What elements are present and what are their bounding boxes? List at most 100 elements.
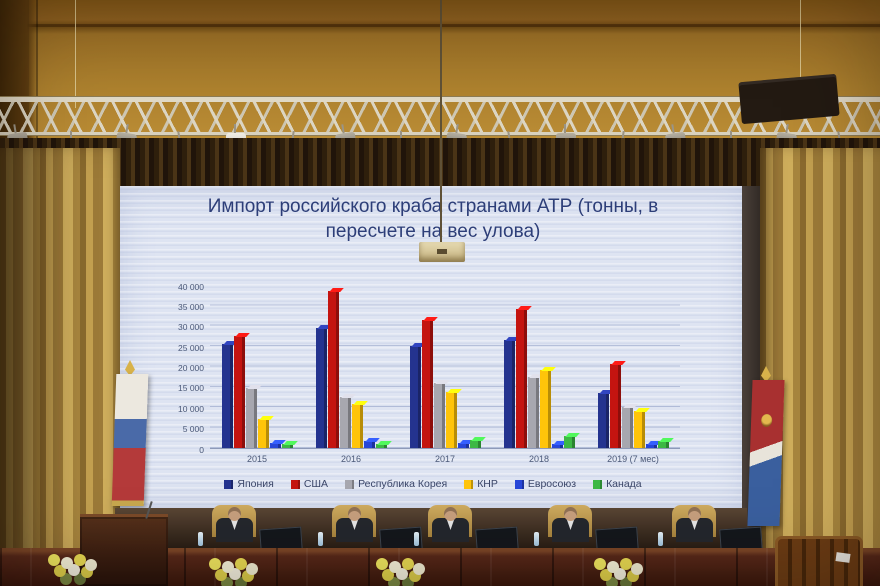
- bar-США: [233, 332, 250, 448]
- presidium-member: [296, 504, 428, 562]
- y-tick-label: 5 000: [182, 424, 204, 435]
- hanging-wire: [75, 0, 76, 108]
- flower-bouquet: [44, 552, 98, 586]
- flag-finial: [761, 366, 771, 382]
- person-head: [564, 507, 577, 521]
- water-bottle: [414, 532, 419, 546]
- bar-top-face: [446, 388, 462, 393]
- legend-item: Евросоюз: [514, 478, 577, 490]
- bar-Республика Корея: [339, 394, 356, 448]
- wooden-chair: [775, 536, 863, 586]
- bar-top-face: [352, 401, 368, 405]
- flag-finial: [125, 360, 135, 376]
- bar-Канада: [281, 440, 298, 448]
- bar-top-face: [622, 404, 638, 409]
- flower-bouquet: [205, 556, 259, 586]
- bar-group: 2016: [315, 288, 392, 464]
- bar-КНР: [257, 416, 274, 448]
- legend-item: Канада: [593, 478, 642, 490]
- bar-group: 2015: [221, 332, 298, 464]
- bar-top-face: [516, 306, 532, 311]
- water-bottle: [318, 532, 323, 546]
- flowers: [48, 554, 60, 566]
- bar-top-face: [564, 432, 580, 437]
- person-torso: [216, 518, 253, 542]
- y-tick-label: 35 000: [178, 301, 204, 312]
- projector-rod: [440, 0, 442, 244]
- water-bottle: [534, 532, 539, 546]
- legend-label: США: [303, 478, 329, 490]
- legend-item: Япония: [224, 478, 274, 490]
- y-tick-label: 40 000: [178, 281, 204, 292]
- hanging-wire: [800, 0, 801, 92]
- bar-Канада: [469, 436, 486, 448]
- bar-top-face: [540, 366, 556, 371]
- bar-top-face: [422, 316, 438, 321]
- bar-США: [609, 361, 626, 448]
- gold-curtain-right: [760, 148, 880, 586]
- bar-top-face: [282, 440, 298, 445]
- projector-mount: [419, 242, 465, 262]
- flag-russia: [111, 360, 149, 510]
- person-head: [348, 507, 361, 521]
- bar-Япония: [409, 343, 426, 448]
- bar-КНР: [445, 388, 462, 448]
- person-torso: [432, 518, 469, 542]
- legend-label: Евросоюз: [527, 478, 577, 490]
- bar-Евросоюз: [457, 439, 474, 448]
- y-tick-label: 20 000: [178, 363, 204, 373]
- flag-primorsky-krai: [747, 366, 785, 526]
- flowers: [376, 558, 388, 570]
- person-torso: [676, 518, 713, 542]
- lectern: [80, 501, 168, 586]
- bar-Япония: [503, 337, 520, 448]
- bar-Япония: [315, 324, 332, 448]
- legend-swatch: [593, 479, 603, 489]
- bar-КНР: [633, 408, 650, 448]
- legend-swatch: [224, 479, 234, 489]
- legend-item: КНР: [464, 478, 498, 490]
- bar-КНР: [351, 401, 368, 448]
- plot-area: 2015 2016 2017 2018 2019 (7 мес): [210, 286, 680, 464]
- bar-США: [515, 306, 532, 448]
- gold-curtain-left: [0, 148, 120, 586]
- person-torso: [552, 518, 589, 542]
- bar-top-face: [634, 408, 650, 413]
- legend-label: КНР: [477, 478, 498, 490]
- legend-swatch: [464, 479, 474, 489]
- bar-США: [421, 316, 438, 448]
- bar-Евросоюз: [363, 437, 380, 448]
- bar-top-face: [340, 394, 356, 399]
- flowers: [594, 558, 606, 570]
- y-axis-labels: 40 000 35 000 30 000 25 000 20 000 15 000 10 0…: [152, 281, 204, 455]
- flag-russia-cloth: [111, 374, 149, 506]
- bar-top-face: [258, 416, 274, 421]
- bar-США: [327, 288, 344, 448]
- bar-top-face: [376, 440, 392, 445]
- bar-Япония: [597, 390, 614, 448]
- y-tick-label: 15 000: [178, 383, 204, 394]
- bar-КНР: [539, 366, 556, 448]
- chart-legend: Япония США Республика Корея КНР Евросоюз Кана…: [118, 478, 748, 490]
- bar-Евросоюз: [269, 440, 286, 448]
- legend-swatch: [514, 479, 524, 489]
- bar-top-face: [470, 436, 486, 441]
- speaker-box: [738, 73, 840, 125]
- projection-screen: Импорт российского краба странами АТР (т…: [118, 186, 748, 512]
- water-bottle: [658, 532, 663, 546]
- person-torso: [336, 518, 373, 542]
- presidium-member: [512, 504, 644, 562]
- bar-top-face: [434, 379, 450, 384]
- flowers: [209, 558, 221, 570]
- presidium-member: [176, 504, 308, 562]
- x-axis-label: 2018: [528, 454, 550, 464]
- bar-Республика Корея: [621, 404, 638, 448]
- flower-bouquet: [590, 556, 644, 586]
- x-axis-label: 2017: [434, 454, 456, 464]
- person-head: [688, 507, 701, 521]
- x-axis-label: 2019 (7 мес): [607, 454, 659, 464]
- bar-top-face: [658, 438, 674, 443]
- x-axis-label: 2015: [246, 454, 268, 464]
- y-tick-label: 10 000: [178, 403, 204, 414]
